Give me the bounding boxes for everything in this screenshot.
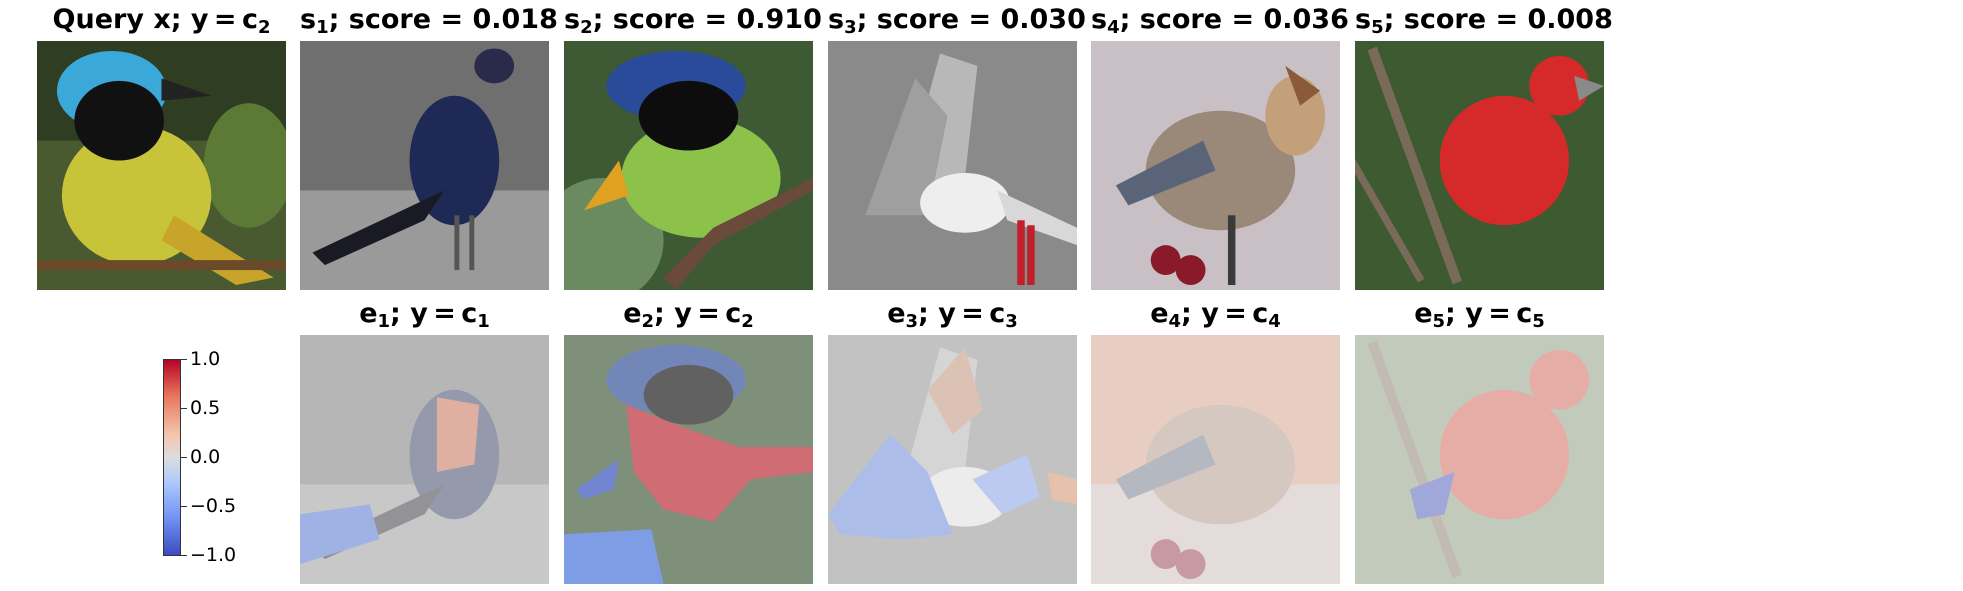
- colorbar-tick-label: −1.0: [190, 544, 237, 566]
- similar-title-1: s1; score = 0.018: [300, 4, 558, 38]
- query-title: Query x; y = c2: [52, 4, 271, 38]
- explanation-map-5: [1355, 335, 1604, 584]
- explanation-title-5: e5; y = c5: [1414, 298, 1545, 332]
- colorbar-tick: [181, 506, 187, 507]
- colorbar-tick: [181, 359, 187, 360]
- explanation-title-4: e4; y = c4: [1150, 298, 1281, 332]
- colorbar-tick-label: 1.0: [190, 348, 221, 370]
- explanation-title-1: e1; y = c1: [359, 298, 490, 332]
- explanation-map-4: [1091, 335, 1340, 584]
- similar-title-4: s4; score = 0.036: [1091, 4, 1349, 38]
- similar-image-4: [1091, 41, 1340, 290]
- colorbar-tick-label: −0.5: [190, 495, 237, 517]
- similar-title-5: s5; score = 0.008: [1355, 4, 1613, 38]
- colorbar-tick: [181, 555, 187, 556]
- explanation-title-2: e2; y = c2: [623, 298, 754, 332]
- colorbar-tick: [181, 457, 187, 458]
- query-image: [37, 41, 286, 290]
- explanation-title-3: e3; y = c3: [887, 298, 1018, 332]
- colorbar-tick-label: 0.0: [190, 446, 221, 468]
- similar-image-5: [1355, 41, 1604, 290]
- explanation-map-1: [300, 335, 549, 584]
- colorbar-tick: [181, 408, 187, 409]
- similar-title-2: s2; score = 0.910: [564, 4, 822, 38]
- explanation-map-3: [828, 335, 1077, 584]
- similar-image-2: [564, 41, 813, 290]
- similar-image-3: [828, 41, 1077, 290]
- similar-title-3: s3; score = 0.030: [828, 4, 1086, 38]
- explanation-map-2: [564, 335, 813, 584]
- colorbar: [163, 359, 181, 556]
- similar-image-1: [300, 41, 549, 290]
- colorbar-tick-label: 0.5: [190, 397, 221, 419]
